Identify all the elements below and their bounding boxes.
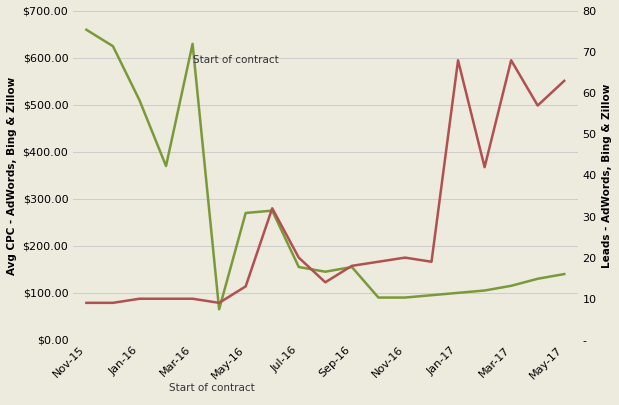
Y-axis label: Avg CPC - AdWords, Bing & Zillow: Avg CPC - AdWords, Bing & Zillow — [7, 76, 17, 275]
Y-axis label: Leads - AdWords, Bing & Zillow: Leads - AdWords, Bing & Zillow — [602, 83, 612, 268]
Text: Start of contract: Start of contract — [193, 55, 279, 65]
Text: Start of contract: Start of contract — [169, 383, 254, 392]
